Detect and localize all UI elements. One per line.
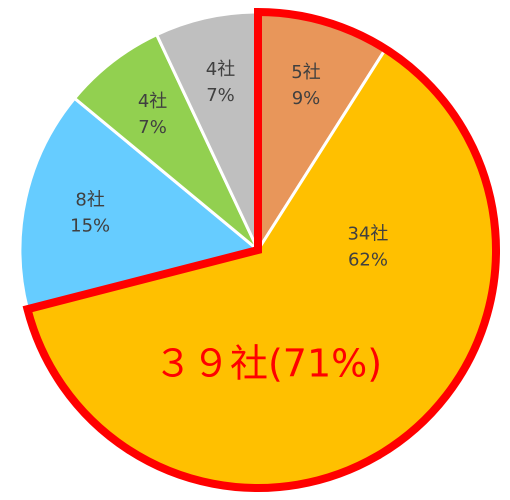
slice-category: 5社 [291, 62, 320, 83]
pie-slice [72, 32, 260, 252]
highlight-outline [22, 7, 500, 492]
pie-slice [18, 96, 262, 312]
slice-category: 34社 [347, 224, 388, 245]
slice-category: 8社 [75, 189, 104, 210]
slice-value-label: 9% [292, 88, 321, 109]
slice-value-label: 62% [348, 250, 388, 271]
slice-category: 4社 [206, 59, 235, 80]
slice-value-label: 7% [206, 85, 235, 106]
annotation: ３９社(71%) [154, 342, 382, 386]
slice-value-label: 7% [138, 117, 167, 138]
slice-value-label: 15% [70, 215, 110, 236]
slice-category: 4社 [138, 91, 167, 112]
